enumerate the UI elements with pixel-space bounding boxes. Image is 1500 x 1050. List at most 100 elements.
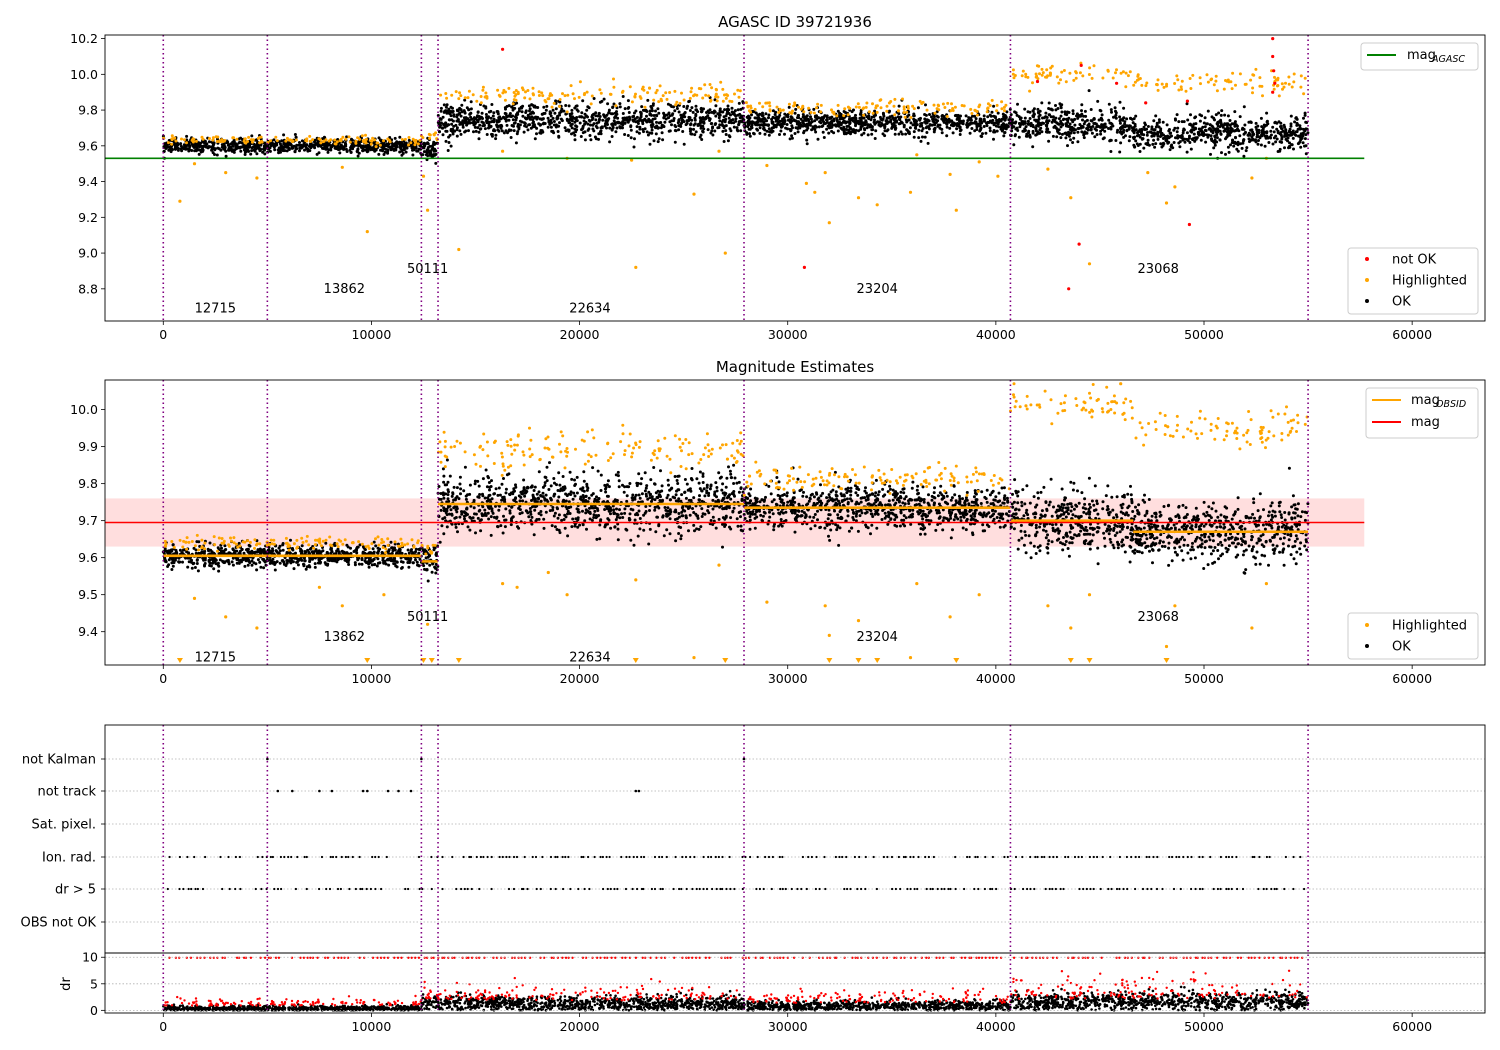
ok-point — [798, 126, 802, 130]
highlighted-point — [232, 136, 236, 140]
ok-point — [932, 115, 936, 119]
ok-point — [197, 152, 201, 156]
ok-point — [933, 128, 937, 132]
ok-point — [599, 126, 603, 130]
ok-point — [975, 124, 979, 128]
ok-point — [463, 110, 467, 114]
highlighted-point — [835, 114, 839, 118]
ok-point — [848, 126, 852, 130]
highlighted-outlier — [717, 149, 721, 153]
ok-point — [554, 99, 558, 103]
ok-point — [553, 111, 557, 115]
highlighted-point — [288, 138, 292, 142]
highlighted-point — [308, 134, 312, 138]
ok-point — [209, 564, 213, 568]
highlighted-point — [258, 542, 262, 546]
ok-point — [898, 118, 902, 122]
ok-point — [897, 104, 901, 108]
ok-point — [460, 103, 464, 107]
highlighted-point — [1277, 94, 1281, 98]
highlighted-point — [885, 104, 889, 108]
ok-point — [400, 566, 403, 570]
ok-point — [314, 143, 317, 147]
ok-point — [635, 130, 639, 134]
ok-point — [1000, 117, 1004, 121]
ok-point — [783, 112, 787, 116]
ok-point — [762, 126, 766, 130]
ok-point — [530, 115, 534, 119]
ok-point — [1097, 118, 1101, 122]
highlighted-point — [537, 90, 541, 94]
ok-point — [893, 132, 897, 136]
ok-point — [832, 131, 836, 135]
ok-point — [1152, 119, 1156, 123]
ok-point — [476, 114, 479, 118]
ok-point — [503, 117, 507, 121]
ok-point — [824, 122, 827, 125]
ok-point — [564, 112, 568, 116]
highlighted-point — [382, 139, 385, 143]
ok-point — [592, 97, 596, 100]
ok-point — [433, 147, 437, 151]
ok-point — [1045, 127, 1049, 131]
highlighted-point — [459, 94, 463, 98]
ok-point — [444, 105, 448, 109]
ok-point — [1095, 128, 1098, 132]
ok-point — [452, 113, 456, 117]
ok-point — [512, 129, 516, 133]
ok-point — [549, 114, 553, 118]
ok-point — [255, 152, 259, 156]
highlighted-point — [612, 77, 615, 81]
ok-point — [940, 127, 944, 131]
ok-point — [872, 120, 876, 124]
highlighted-point — [639, 96, 643, 100]
ok-point — [813, 119, 817, 123]
ok-point — [679, 113, 683, 117]
ok-point — [699, 110, 703, 114]
ok-point — [784, 126, 788, 130]
ok-point — [621, 123, 625, 127]
ok-point — [863, 128, 867, 132]
ok-point — [527, 104, 531, 108]
ok-point — [1146, 131, 1149, 134]
ok-point — [366, 143, 370, 147]
ok-point — [648, 120, 652, 124]
ok-point — [1145, 127, 1149, 131]
ok-point — [1096, 99, 1100, 103]
ok-point — [1198, 113, 1202, 117]
ok-point — [1289, 122, 1293, 126]
highlighted-point — [1156, 78, 1160, 82]
ok-point — [449, 105, 453, 109]
ok-point — [672, 105, 675, 109]
ok-point — [442, 103, 446, 107]
highlighted-point — [758, 101, 761, 105]
highlighted-point — [222, 539, 226, 543]
highlighted-point — [738, 89, 742, 93]
ok-point — [742, 118, 746, 122]
highlighted-point — [220, 537, 224, 540]
ok-point — [508, 113, 512, 117]
ok-point — [174, 550, 178, 554]
ok-point — [273, 568, 277, 572]
ok-point — [452, 124, 456, 128]
ok-point — [1069, 138, 1072, 142]
ok-point — [785, 123, 789, 126]
ok-point — [1062, 117, 1066, 121]
ok-point — [988, 129, 992, 133]
ok-point — [671, 112, 675, 116]
ok-point — [673, 129, 677, 132]
ok-point — [591, 123, 595, 127]
ok-point — [1150, 134, 1154, 138]
ok-point — [1204, 129, 1208, 133]
ok-point — [818, 120, 822, 124]
highlighted-point — [665, 97, 669, 101]
ok-point — [414, 547, 418, 551]
ok-point — [1255, 132, 1259, 136]
highlighted-point — [960, 104, 964, 107]
ok-point — [442, 110, 446, 114]
ok-point — [706, 128, 710, 132]
highlighted-point — [537, 94, 541, 97]
ok-point — [527, 115, 530, 119]
ok-point — [1234, 136, 1237, 140]
ok-point — [1247, 137, 1251, 141]
